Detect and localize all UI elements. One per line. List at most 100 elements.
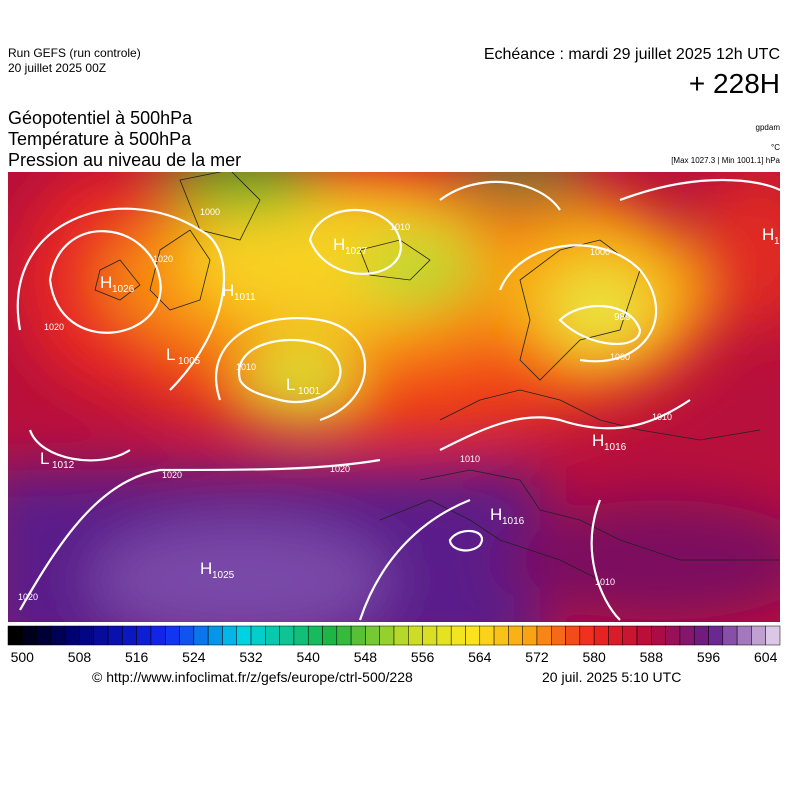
isobar-label: 1010 [652,412,672,422]
colorbar-swatch [736,625,752,646]
colorbar-swatch [622,625,638,646]
colorbar-swatch [408,625,423,646]
field-title: Température à 500hPa [8,129,192,149]
valid-time: Echéance : mardi 29 juillet 2025 12h UTC [483,46,780,63]
field-title: Géopotentiel à 500hPa [8,108,193,128]
colorbar-swatch [207,625,223,646]
colorbar-swatch [250,625,266,646]
colorbar-swatch [636,625,652,646]
colorbar-swatch [350,625,366,646]
colorbar-swatch [365,625,380,646]
colorbar-swatch [222,625,237,646]
colorbar-label: 588 [640,649,664,665]
colorbar-swatch [651,625,666,646]
colorbar-swatch [265,625,280,646]
center-kind: H [592,431,604,450]
source-url: © http://www.infoclimat.fr/z/gefs/europe… [92,669,413,685]
colorbar-label: 532 [239,649,263,665]
colorbar-swatch [279,625,295,646]
colorbar-swatch [307,625,323,646]
extremes: [Max 1027.3 | Min 1001.1] hPa [671,156,780,165]
colorbar-swatch [379,625,395,646]
colorbar-swatch [7,625,23,646]
center-kind: H [333,235,345,254]
run-date: 20 juillet 2025 00Z [8,61,107,75]
colorbar-label: 508 [68,649,92,665]
unit-label: °C [771,143,780,152]
colorbar-swatch [93,625,109,646]
colorbar-swatch [64,625,80,646]
colorbar-swatch [693,625,709,646]
colorbar-swatch [593,625,609,646]
colorbar-label: 516 [125,649,149,665]
colorbar-swatch [422,625,438,646]
colorbar-swatch [293,625,309,646]
colorbar-swatch [551,625,566,646]
unit-label: gpdam [755,123,780,132]
colorbar-swatch [336,625,352,646]
isobar-label: 1020 [153,254,173,264]
colorbar-swatch [579,625,595,646]
colorbar-swatch [479,625,495,646]
colorbar-label: 540 [297,649,321,665]
colorbar-swatch [236,625,252,646]
isobar-label: 1000 [590,247,610,257]
colorbar-swatch [765,625,781,646]
colorbar-swatch [508,625,523,646]
colorbar-swatch [679,625,695,646]
center-kind: H [762,225,774,244]
center-value: 1001 [298,386,321,397]
center-value: 1026 [112,284,135,295]
colorbar-swatch [150,625,166,646]
center-value: 1027 [345,246,368,257]
center-value: 1011 [234,292,256,303]
colorbar-label: 548 [354,649,378,665]
colorbar-swatch [465,625,481,646]
colorbar-swatch [608,625,623,646]
colorbar-label: 556 [411,649,435,665]
center-kind: H [222,281,234,300]
colorbar-swatch [36,625,52,646]
center-kind: L [286,375,295,394]
run-label: Run GEFS (run controle) [8,46,141,60]
colorbar-swatch [136,625,152,646]
colorbar-swatch [165,625,180,646]
lead-time: + 228H [688,68,780,99]
isobar-label: 1010 [390,222,410,232]
center-value: 1016 [502,516,525,527]
isobar-label: 1010 [236,362,256,372]
isobar-label: 1020 [330,464,350,474]
center-kind: H [200,559,212,578]
colorbar-swatch [193,625,209,646]
colorbar-swatch [122,625,137,646]
center-value: 1016 [604,442,627,453]
center-value: 1005 [178,356,201,367]
center-kind: L [166,345,175,364]
colorbar-label: 604 [754,649,778,665]
colorbar-swatch [536,625,552,646]
isobar-label: 1010 [595,577,615,587]
colorbar-swatch [322,625,338,646]
colorbar-label: 596 [697,649,721,665]
colorbar-label: 524 [182,649,206,665]
center-kind: H [490,505,502,524]
colorbar-swatch [436,625,452,646]
isobars [16,178,780,621]
colorbar-label: 564 [468,649,492,665]
colorbar-swatch [107,625,123,646]
colorbar-swatch [665,625,681,646]
isobar-label: 1020 [44,322,64,332]
colorbar-label: 500 [11,649,35,665]
colorbar-swatch [751,625,766,646]
colorbar-swatch [522,625,538,646]
colorbar-swatch [722,625,738,646]
colorbar-swatch [708,625,724,646]
colorbar-swatch [450,625,466,646]
isobar-label: 1020 [18,592,38,602]
colorbar-swatch [79,625,95,646]
center-value: 1 [774,236,780,247]
colorbar-swatch [393,625,409,646]
colorbar-swatch [50,625,66,646]
